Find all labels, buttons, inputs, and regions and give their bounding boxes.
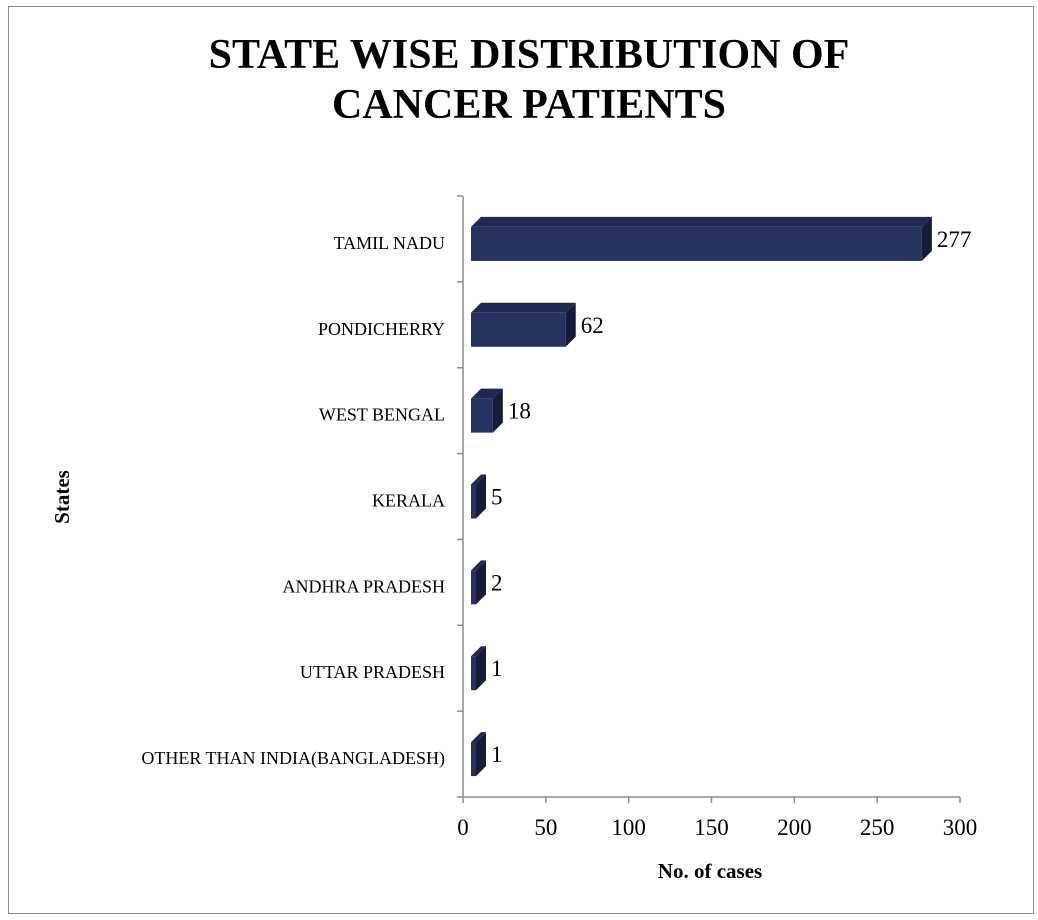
bar-side — [476, 732, 486, 777]
bar-side — [492, 388, 503, 433]
data-label: 277 — [937, 227, 972, 252]
bar-side — [476, 474, 486, 519]
x-tick-label: 0 — [457, 815, 469, 840]
x-axis-title: No. of cases — [658, 859, 762, 883]
bar-top — [471, 302, 576, 313]
category-label: WEST BENGAL — [319, 405, 445, 425]
bar — [471, 484, 476, 519]
chart-frame — [8, 6, 1034, 914]
bar — [471, 742, 476, 777]
x-tick-label: 250 — [860, 815, 895, 840]
bar-side — [476, 560, 486, 605]
chart-bars — [471, 216, 932, 777]
data-label: 18 — [508, 399, 531, 424]
x-tick-label: 300 — [943, 815, 978, 840]
category-label: TAMIL NADU — [334, 233, 445, 253]
bar-top — [471, 646, 486, 657]
data-label: 5 — [491, 485, 503, 510]
bar-top — [471, 216, 932, 227]
bar — [471, 656, 476, 691]
x-tick-label: 100 — [611, 815, 646, 840]
category-label: ANDHRA PRADESH — [282, 576, 445, 596]
bar — [471, 398, 493, 433]
bar — [471, 570, 476, 605]
data-label: 1 — [491, 742, 503, 767]
data-label: 62 — [581, 313, 604, 338]
chart-labels: TAMIL NADU 277 PONDICHERRY 62 WEST BENGAL 18 K… — [141, 227, 971, 769]
bar-top — [471, 732, 486, 743]
x-tick-label: 150 — [694, 815, 729, 840]
bar-top — [471, 474, 486, 485]
x-tick-label: 200 — [777, 815, 812, 840]
category-label: KERALA — [372, 491, 445, 511]
x-tick-label: 50 — [534, 815, 557, 840]
y-axis-title: States — [50, 470, 74, 524]
bar-side — [565, 302, 576, 347]
chart-title: STATE WISE DISTRIBUTION OF CANCER PATIEN… — [0, 30, 1038, 130]
category-label: OTHER THAN INDIA(BANGLADESH) — [141, 748, 445, 769]
chart-title-line-1: STATE WISE DISTRIBUTION OF — [208, 32, 850, 78]
bar-top — [471, 560, 486, 571]
category-label: PONDICHERRY — [318, 319, 445, 339]
data-label: 2 — [491, 570, 503, 595]
chart-title-line-2: CANCER PATIENTS — [332, 82, 726, 128]
category-label: UTTAR PRADESH — [300, 662, 445, 682]
bar-side — [476, 646, 486, 691]
bar — [471, 226, 922, 261]
data-label: 1 — [491, 656, 503, 681]
bar-top — [471, 388, 503, 399]
bar-side — [921, 216, 932, 261]
chart-axes: 0 50 100 150 200 250 300 — [457, 195, 978, 840]
bar — [471, 312, 566, 347]
